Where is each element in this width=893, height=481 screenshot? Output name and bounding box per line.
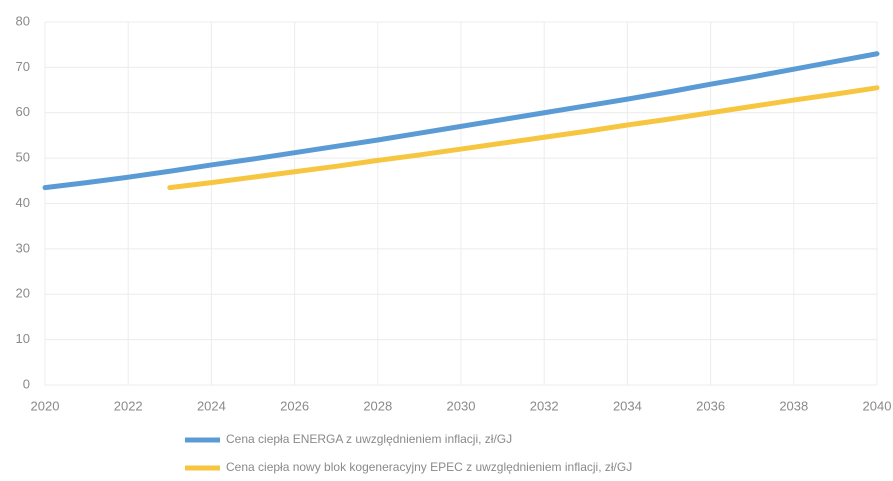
data-line <box>42 51 880 191</box>
y-tick-label: 20 <box>16 286 30 301</box>
y-tick-label: 0 <box>23 376 30 391</box>
x-tick-label: 2026 <box>280 398 309 413</box>
y-tick-label: 70 <box>16 59 30 74</box>
y-tick-label: 40 <box>16 195 30 210</box>
x-tick-label: 2028 <box>363 398 392 413</box>
x-tick-label: 2022 <box>114 398 143 413</box>
x-tick-label: 2020 <box>31 398 60 413</box>
y-tick-label: 80 <box>16 13 30 28</box>
y-tick-label: 10 <box>16 331 30 346</box>
x-tick-label: 2030 <box>447 398 476 413</box>
legend-label: Cena ciepła ENERGA z uwzględnieniem infl… <box>226 432 512 446</box>
y-tick-label: 60 <box>16 104 30 119</box>
x-tick-label: 2040 <box>863 398 892 413</box>
x-tick-label: 2036 <box>696 398 725 413</box>
x-tick-label: 2032 <box>530 398 559 413</box>
legend-label: Cena ciepła nowy blok kogeneracyjny EPEC… <box>226 460 632 474</box>
x-tick-label: 2024 <box>197 398 226 413</box>
data-line <box>167 85 880 191</box>
x-tick-label: 2038 <box>779 398 808 413</box>
y-tick-label: 30 <box>16 240 30 255</box>
x-tick-label: 2034 <box>613 398 642 413</box>
y-tick-label: 50 <box>16 150 30 165</box>
